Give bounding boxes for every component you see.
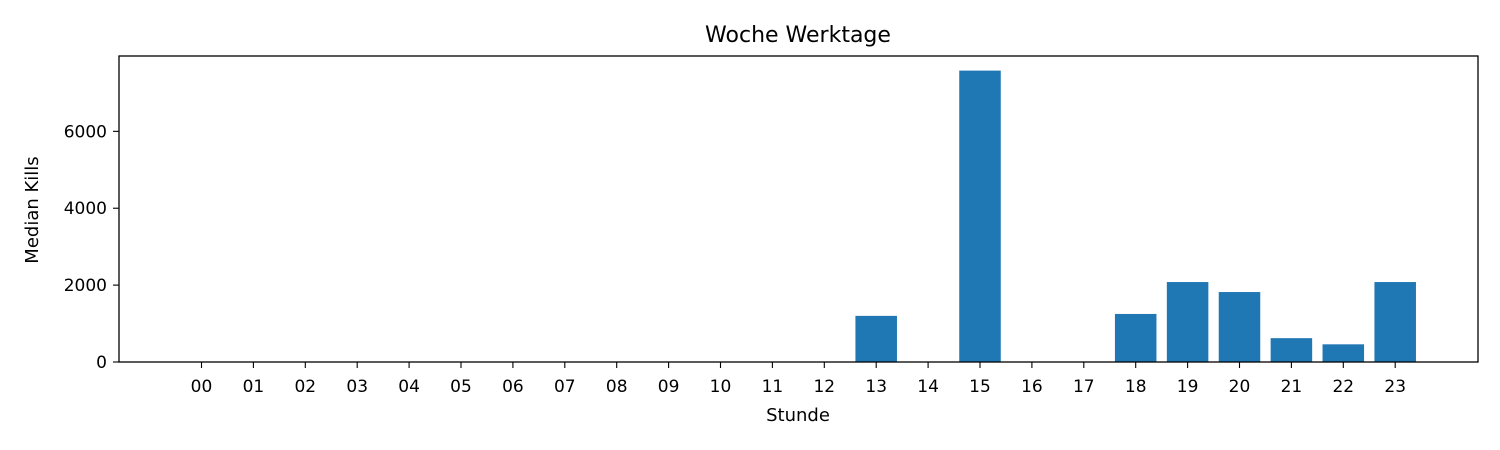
x-tick-label: 20 <box>1229 377 1251 397</box>
y-tick-label: 2000 <box>64 276 107 296</box>
x-tick-label: 19 <box>1177 377 1199 397</box>
x-tick-label: 14 <box>917 377 939 397</box>
x-tick-label: 07 <box>554 377 576 397</box>
bar-21 <box>1270 338 1313 362</box>
x-tick-label: 09 <box>658 377 680 397</box>
x-tick-label: 13 <box>865 377 887 397</box>
plot-frame <box>118 55 1479 363</box>
bar-22 <box>1322 344 1365 362</box>
x-tick-label: 21 <box>1281 377 1303 397</box>
x-tick-label: 17 <box>1073 377 1095 397</box>
x-tick-label: 23 <box>1384 377 1406 397</box>
y-tick-label: 0 <box>96 353 107 373</box>
x-tick-label: 00 <box>191 377 213 397</box>
chart-title: Woche Werktage <box>705 23 891 48</box>
x-tick-label: 15 <box>969 377 991 397</box>
bar-13 <box>855 315 897 362</box>
x-tick-label: 16 <box>1021 377 1043 397</box>
y-tick-label: 4000 <box>64 199 107 219</box>
x-tick-label: 18 <box>1125 377 1147 397</box>
bar-15 <box>959 70 1001 363</box>
x-tick-label: 22 <box>1332 377 1354 397</box>
x-tick-label: 04 <box>398 377 420 397</box>
x-tick-label: 03 <box>346 377 368 397</box>
bar-19 <box>1166 282 1209 362</box>
bars-group <box>855 70 1416 363</box>
x-tick-label: 11 <box>762 377 784 397</box>
bar-23 <box>1374 282 1416 362</box>
x-tick-label: 02 <box>294 377 316 397</box>
x-tick-label: 12 <box>813 377 835 397</box>
x-axis-label: Stunde <box>766 405 830 426</box>
y-tick-label: 6000 <box>64 122 107 142</box>
y-axis-ticks: 0 2000 4000 6000 <box>64 122 119 373</box>
y-axis-label: Median Kills <box>22 156 43 263</box>
bar-20 <box>1218 292 1261 362</box>
x-tick-label: 06 <box>502 377 524 397</box>
x-tick-label: 05 <box>450 377 472 397</box>
x-tick-label: 08 <box>606 377 628 397</box>
bar-18 <box>1114 313 1157 362</box>
x-tick-label: 10 <box>710 377 732 397</box>
x-tick-label: 01 <box>243 377 265 397</box>
x-axis-ticks: 00 01 02 03 04 05 06 07 08 09 10 11 12 13 14 15 16 17 18 19… <box>191 362 1406 397</box>
